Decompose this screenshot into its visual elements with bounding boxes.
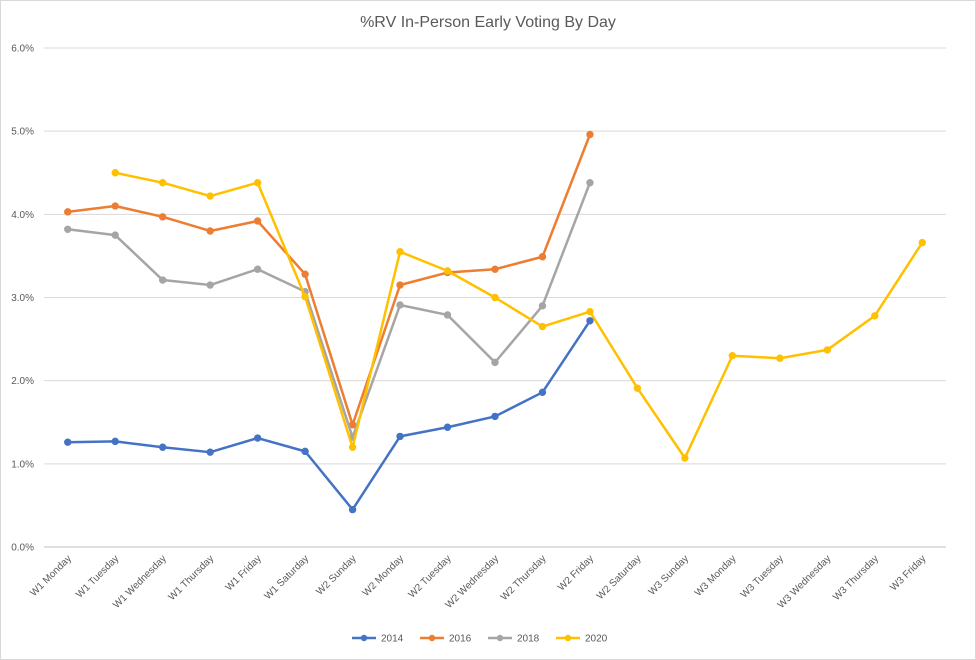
series-2014 — [64, 317, 594, 514]
y-tick-label: 3.0% — [11, 293, 34, 304]
data-point — [586, 317, 594, 325]
data-point — [64, 438, 72, 446]
legend-item: 2018 — [488, 634, 540, 645]
legend-label: 2014 — [381, 634, 404, 645]
data-point — [301, 447, 309, 456]
data-point — [348, 443, 357, 451]
data-point — [586, 307, 594, 316]
data-point — [491, 412, 499, 421]
data-point — [206, 281, 214, 289]
data-point — [301, 292, 309, 301]
y-tick-label: 5.0% — [11, 127, 34, 138]
data-point — [491, 265, 499, 273]
data-point — [538, 253, 547, 261]
y-tick-label: 1.0% — [11, 459, 34, 470]
legend-label: 2016 — [449, 634, 472, 645]
data-point — [111, 437, 119, 446]
legend-marker — [360, 634, 368, 642]
series-2016 — [64, 130, 594, 429]
data-point — [348, 505, 357, 514]
series-line — [113, 171, 924, 460]
data-point — [158, 213, 167, 221]
y-tick-label: 0.0% — [11, 543, 34, 554]
data-point — [538, 322, 547, 331]
data-point — [111, 231, 119, 239]
y-tick-label: 6.0% — [11, 44, 34, 55]
gridlines — [44, 47, 946, 548]
series-2018 — [64, 179, 594, 441]
data-point — [396, 281, 404, 289]
legend-item: 2016 — [420, 634, 472, 645]
data-point — [206, 227, 214, 235]
data-point — [396, 248, 404, 256]
data-point — [443, 423, 452, 431]
data-point — [253, 434, 262, 442]
legend-item: 2014 — [352, 634, 404, 645]
data-point — [396, 432, 404, 441]
legend-label: 2020 — [585, 634, 608, 645]
data-point — [111, 202, 119, 210]
data-point — [301, 270, 309, 278]
data-point — [633, 384, 642, 392]
chart-title: %RV In-Person Early Voting By Day — [360, 14, 616, 31]
legend-label: 2018 — [517, 634, 540, 645]
data-point — [206, 448, 214, 456]
series-lines — [64, 130, 926, 514]
data-point — [491, 293, 499, 302]
data-point — [918, 238, 926, 247]
legend: 2014 2016 2018 2020 — [352, 634, 608, 645]
legend-marker — [496, 634, 504, 642]
data-point — [253, 179, 262, 187]
data-point — [253, 217, 262, 225]
data-point — [111, 169, 119, 177]
data-point — [443, 311, 452, 319]
data-point — [538, 302, 547, 310]
data-point — [776, 354, 784, 362]
legend-marker — [428, 634, 436, 642]
legend-item: 2020 — [556, 634, 608, 645]
y-tick-label: 2.0% — [11, 376, 34, 387]
series-line — [66, 181, 592, 439]
data-point — [443, 267, 452, 275]
data-point — [538, 388, 547, 397]
data-point — [64, 225, 72, 234]
y-axis-tick-labels: 0.0% 1.0% 2.0% 3.0% 4.0% 5.0% 6.0% — [11, 44, 34, 554]
data-point — [586, 130, 594, 139]
data-point — [586, 179, 594, 187]
data-point — [491, 358, 499, 367]
data-point — [396, 301, 404, 309]
data-point — [158, 276, 167, 284]
data-point — [823, 346, 832, 354]
series-2020 — [111, 169, 926, 462]
series-line — [66, 319, 592, 511]
data-point — [253, 265, 262, 273]
data-point — [206, 192, 214, 200]
data-point — [64, 208, 72, 216]
data-point — [158, 443, 167, 451]
legend-marker — [564, 634, 572, 642]
data-point — [728, 352, 737, 360]
data-point — [681, 454, 689, 462]
y-tick-label: 4.0% — [11, 210, 34, 221]
data-point — [871, 312, 879, 320]
series-line — [66, 133, 592, 426]
data-point — [158, 179, 167, 187]
